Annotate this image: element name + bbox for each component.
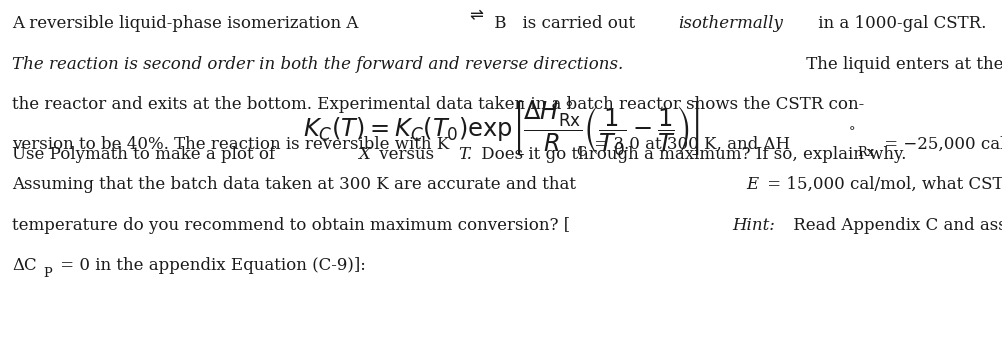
Text: A reversible liquid-phase isomerization A: A reversible liquid-phase isomerization … (12, 15, 364, 32)
Text: versus: versus (374, 146, 439, 163)
Text: = 15,000 cal/mol, what CSTR: = 15,000 cal/mol, what CSTR (762, 176, 1002, 193)
Text: = 0 in the appendix Equation (C-9)]:: = 0 in the appendix Equation (C-9)]: (55, 257, 366, 274)
Text: The liquid enters at the top of: The liquid enters at the top of (800, 56, 1002, 73)
Text: isothermally: isothermally (677, 15, 782, 32)
Text: Read Appendix C and assume: Read Appendix C and assume (787, 217, 1002, 234)
Text: Rx: Rx (856, 146, 874, 159)
Text: $K_C(T) = K_C(T_0)\mathrm{exp}\left[\dfrac{\Delta H^\circ_{\mathrm{Rx}}}{R}\left: $K_C(T) = K_C(T_0)\mathrm{exp}\left[\dfr… (303, 99, 699, 158)
Text: P: P (44, 267, 52, 280)
Text: = 3.0 at 300 K, and ΔH: = 3.0 at 300 K, and ΔH (588, 136, 790, 153)
Text: Assuming that the batch data taken at 300 K are accurate and that: Assuming that the batch data taken at 30… (12, 176, 581, 193)
Text: is carried out: is carried out (512, 15, 640, 32)
Text: B: B (489, 15, 506, 32)
Text: The reaction is second order in both the forward and reverse directions.: The reaction is second order in both the… (12, 56, 622, 73)
Text: = −25,000 cal/mol.: = −25,000 cal/mol. (879, 136, 1002, 153)
Text: version to be 40%. The reaction is reversible with K: version to be 40%. The reaction is rever… (12, 136, 449, 153)
Text: C: C (576, 146, 585, 159)
Text: the reactor and exits at the bottom. Experimental data taken in a batch reactor : the reactor and exits at the bottom. Exp… (12, 96, 864, 113)
Text: °: ° (848, 126, 855, 139)
Text: ΔC: ΔC (12, 257, 37, 274)
Text: X: X (358, 146, 370, 163)
Text: temperature do you recommend to obtain maximum conversion? [: temperature do you recommend to obtain m… (12, 217, 569, 234)
Text: Use Polymath to make a plot of: Use Polymath to make a plot of (12, 146, 281, 163)
Text: T.: T. (458, 146, 471, 163)
Text: Hint:: Hint: (731, 217, 775, 234)
Text: E: E (745, 176, 758, 193)
Text: Does it go through a maximum? If so, explain why.: Does it go through a maximum? If so, exp… (475, 146, 906, 163)
Text: $\rightleftharpoons$: $\rightleftharpoons$ (465, 6, 484, 24)
Text: in a 1000-gal CSTR.: in a 1000-gal CSTR. (813, 15, 985, 32)
